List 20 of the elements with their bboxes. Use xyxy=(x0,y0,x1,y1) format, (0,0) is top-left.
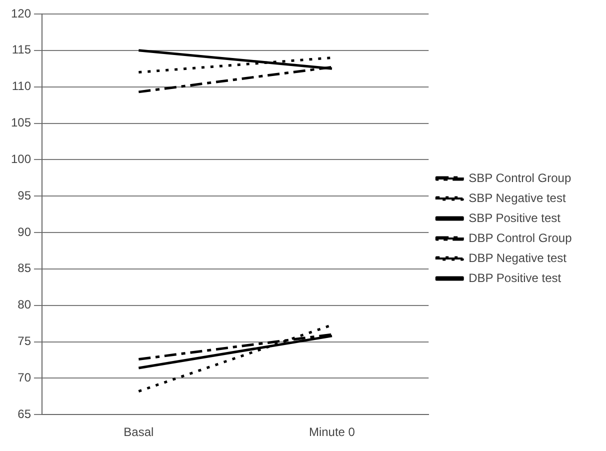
legend-label: DBP Negative test xyxy=(468,250,568,265)
legend-label: DBP Positive test xyxy=(468,270,562,285)
y-tick-label: 115 xyxy=(12,42,32,57)
y-tick-label: 90 xyxy=(18,224,32,239)
y-tick-label: 120 xyxy=(10,6,32,20)
y-tick-label: 105 xyxy=(10,116,32,130)
y-tick-label: 75 xyxy=(18,334,32,348)
x-tick-label: Minute 0 xyxy=(308,425,356,440)
y-tick-label: 110 xyxy=(12,79,32,94)
legend-label: DBP Control Group xyxy=(468,230,572,245)
y-tick-label: 85 xyxy=(18,261,32,276)
y-tick-label: 100 xyxy=(10,152,32,166)
legend-label: SBP Control Group xyxy=(468,170,572,185)
y-tick-label: 65 xyxy=(18,406,32,421)
x-tick-label: Basal xyxy=(124,425,154,440)
legend-label: SBP Negative test xyxy=(468,190,566,205)
y-tick-label: 70 xyxy=(18,370,32,384)
y-tick-label: 95 xyxy=(18,188,32,202)
y-tick-label: 80 xyxy=(18,298,32,312)
legend-label: SBP Positive test xyxy=(468,210,562,225)
